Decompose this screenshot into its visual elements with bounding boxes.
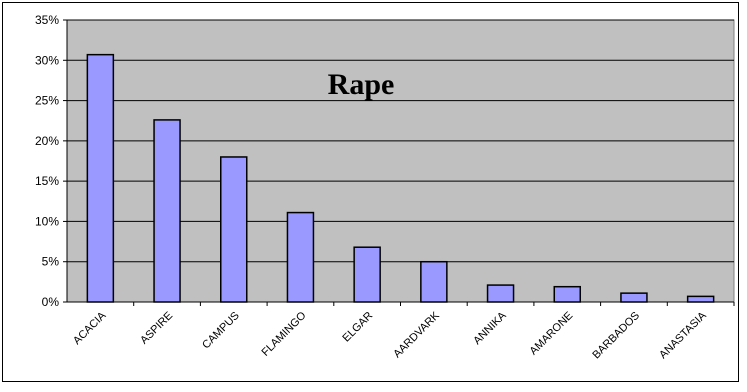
bar-anastasia (686, 295, 715, 303)
bar-acacia (86, 53, 115, 303)
y-tick-label: 35% (35, 13, 59, 27)
bar-campus (220, 156, 248, 303)
y-tick-label: 25% (35, 94, 59, 108)
y-tick-label: 5% (42, 255, 60, 269)
bar-flamingo (286, 211, 315, 303)
x-category-label: CAMPUS (200, 310, 242, 352)
x-category-label: AARDVARK (391, 309, 442, 360)
axes (66, 20, 735, 306)
bar-amarone (553, 285, 581, 303)
y-tick-label: 10% (35, 214, 59, 228)
bar-aardvark (420, 260, 448, 303)
chart-frame: 0% 5% 10% 15% 20% 25% 30% 35% ACACIA ASPIRE CAMPU… (2, 2, 739, 382)
y-tick-labels: 0% 5% 10% 15% 20% 25% 30% 35% (35, 13, 59, 309)
bar-barbados (620, 292, 648, 303)
x-category-labels: ACACIA ASPIRE CAMPUS FLAMINGO ELGAR AARDVARK A… (71, 309, 709, 361)
x-category-label: AMARONE (528, 310, 576, 358)
bar-aspire (153, 119, 181, 303)
x-category-label: ACACIA (71, 309, 109, 347)
bar-elgar (353, 246, 381, 303)
bars (86, 53, 715, 303)
x-category-label: ELGAR (340, 310, 375, 345)
y-tick-label: 15% (35, 174, 59, 188)
x-category-label: ASPIRE (138, 310, 175, 347)
bar-annika (486, 284, 515, 303)
y-tick-label: 20% (35, 134, 59, 148)
y-tick-label: 30% (35, 53, 59, 67)
bar-chart: 0% 5% 10% 15% 20% 25% 30% 35% ACACIA ASPIRE CAMPU… (35, 13, 735, 361)
y-tick-label: 0% (42, 295, 60, 309)
x-category-label: ANASTASIA (657, 309, 709, 361)
x-category-label: ANNIKA (471, 309, 509, 347)
chart-title: Rape (328, 68, 395, 101)
x-category-label: BARBADOS (590, 310, 642, 362)
x-category-label: FLAMINGO (259, 309, 308, 358)
